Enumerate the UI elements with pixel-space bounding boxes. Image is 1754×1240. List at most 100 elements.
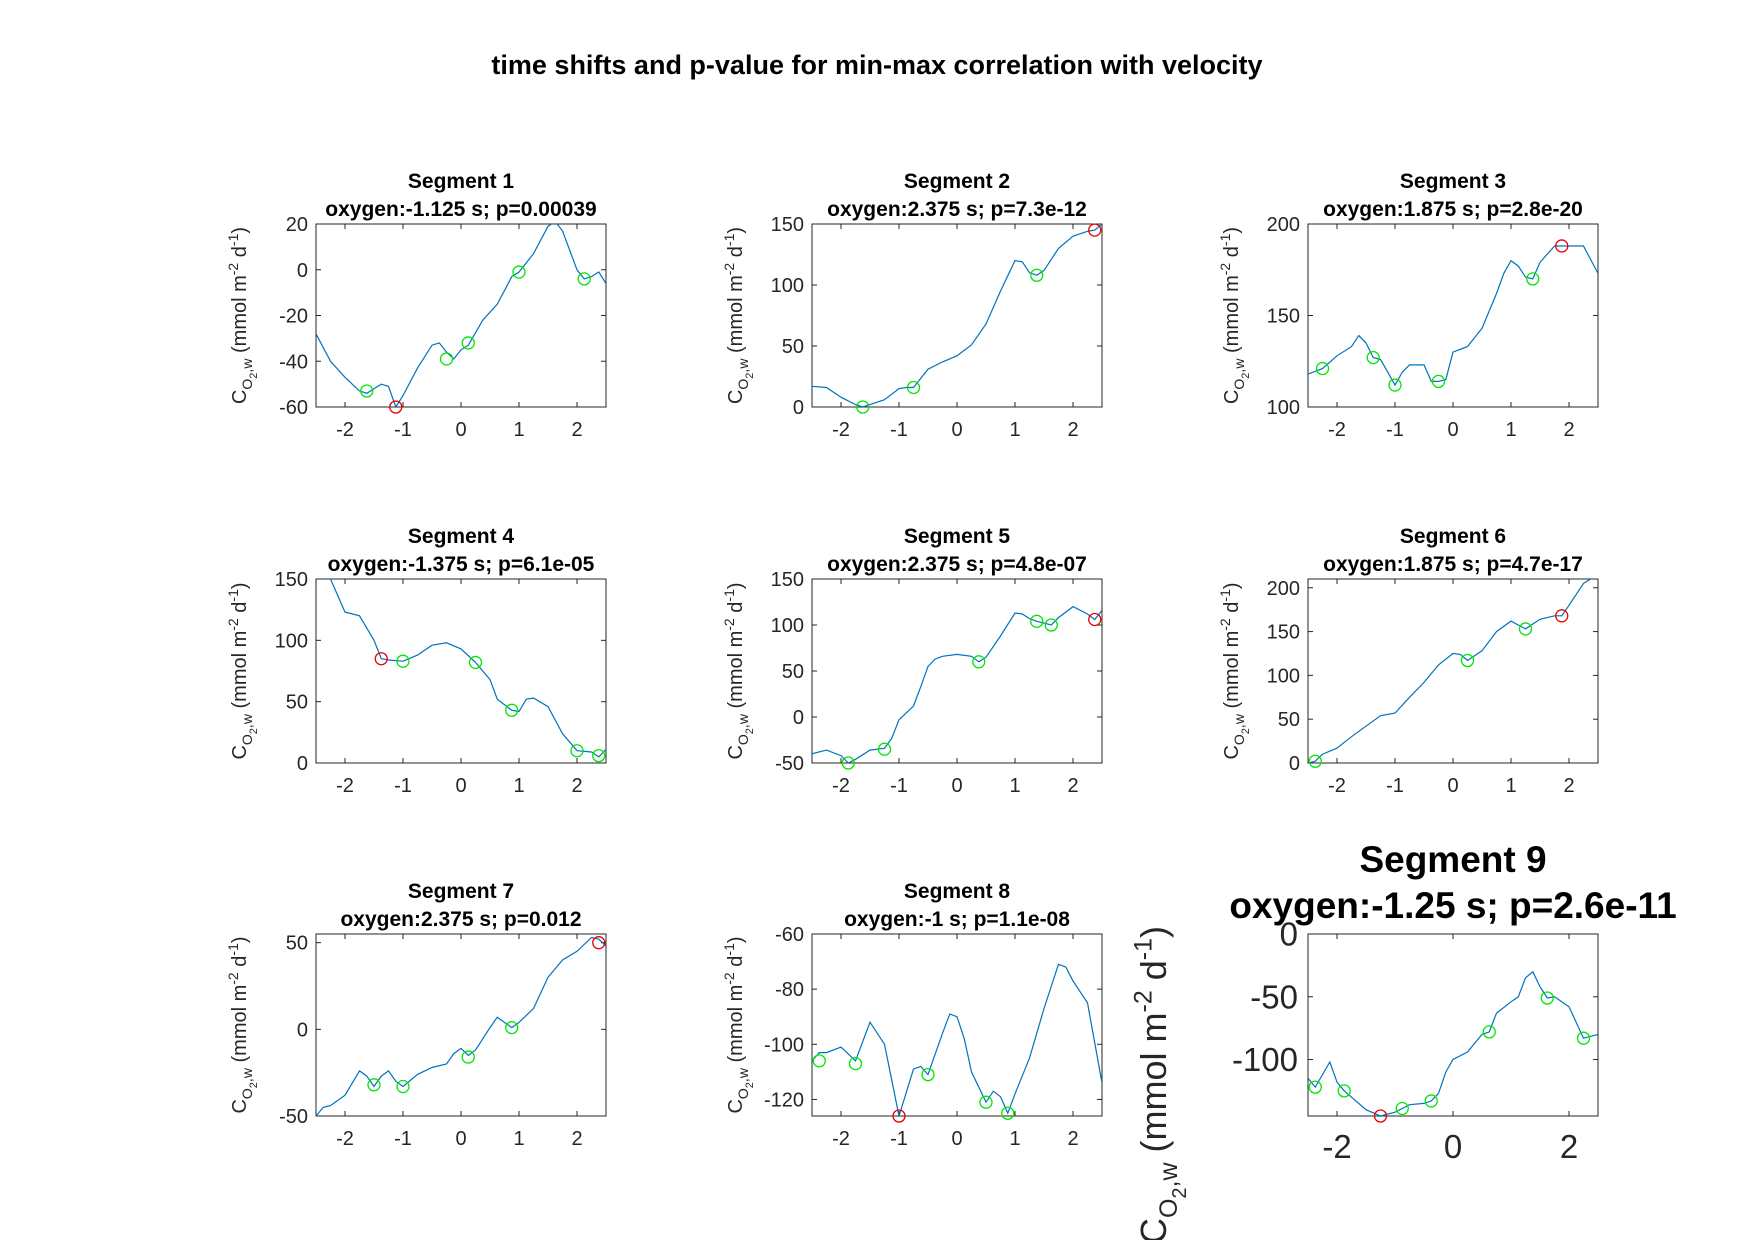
subplot-title: Segment 4 <box>408 525 515 548</box>
y-tick-label: 150 <box>1267 306 1300 328</box>
extremum-marker <box>848 1056 863 1071</box>
extremum-marker <box>1337 1084 1351 1098</box>
x-tick-label: -2 <box>336 775 354 797</box>
series-line <box>812 605 1102 763</box>
y-tick-label: 50 <box>286 933 308 955</box>
extremum-marker <box>592 748 606 763</box>
x-tick-label: 2 <box>1067 1128 1078 1150</box>
extremum-marker <box>906 380 921 395</box>
y-tick-label: 0 <box>297 1019 308 1041</box>
extremum-marker <box>367 1078 381 1092</box>
x-tick-label: 1 <box>1009 419 1020 441</box>
subplot-subtitle: oxygen:1.875 s; p=2.8e-20 <box>1323 198 1583 221</box>
subplot-subtitle: oxygen:-1.25 s; p=2.6e-11 <box>1229 885 1676 926</box>
extremum-marker <box>1431 374 1446 389</box>
subplot-title: Segment 3 <box>1400 170 1506 193</box>
subplot-subtitle: oxygen:-1.375 s; p=6.1e-05 <box>328 553 595 576</box>
x-tick-label: -2 <box>336 419 354 441</box>
y-axis-label: CO2,w (mmol m-2 d-1) <box>225 936 260 1113</box>
x-tick-label: -2 <box>832 775 850 797</box>
x-tick-label: 0 <box>951 1128 962 1150</box>
y-tick-label: 150 <box>771 569 804 591</box>
y-tick-label: 50 <box>782 661 804 683</box>
x-tick-label: -2 <box>1322 1128 1351 1165</box>
series-line <box>812 963 1102 1116</box>
selected-shift-marker <box>389 400 403 414</box>
subplot-subtitle: oxygen:-1 s; p=1.1e-08 <box>844 908 1070 931</box>
subplot-title: Segment 1 <box>408 170 515 193</box>
x-tick-label: 1 <box>513 775 524 797</box>
y-tick-label: 20 <box>286 214 308 236</box>
subplot-subtitle: oxygen:-1.125 s; p=0.00039 <box>325 198 596 221</box>
subplot-4: Segment 4 oxygen:-1.375 s; p=6.1e-05 -2 -1 0… <box>225 525 607 797</box>
x-tick-label: 0 <box>1444 1128 1462 1165</box>
x-tick-label: -2 <box>1328 419 1346 441</box>
x-tick-label: 1 <box>1009 1128 1020 1150</box>
x-tick-label: 2 <box>571 775 582 797</box>
x-tick-label: 2 <box>1067 419 1078 441</box>
x-tick-label: -1 <box>394 419 412 441</box>
y-tick-label: 100 <box>275 630 308 652</box>
extremum-marker <box>1308 1080 1322 1094</box>
y-tick-label: 150 <box>1267 622 1300 644</box>
subplot-title: Segment 8 <box>904 880 1011 903</box>
x-tick-label: 2 <box>571 1128 582 1150</box>
axes-box <box>315 933 607 1117</box>
axes-box <box>315 578 607 764</box>
x-tick-label: 0 <box>951 419 962 441</box>
y-tick-label: 0 <box>793 707 804 729</box>
subplot-title: Segment 6 <box>1400 525 1506 548</box>
extremum-marker <box>1315 361 1330 376</box>
extremum-marker <box>461 336 475 350</box>
x-tick-label: 0 <box>455 775 466 797</box>
selected-shift-marker <box>1088 612 1102 627</box>
series-line <box>1308 970 1598 1116</box>
y-axis-label: CO2,w (mmol m-2 d-1) <box>721 582 756 759</box>
y-tick-label: 150 <box>275 569 308 591</box>
subplot-6: Segment 6 oxygen:1.875 s; p=4.7e-17 -2 -1 0 1… <box>1217 525 1599 797</box>
y-tick-label: -80 <box>775 979 804 1001</box>
x-tick-label: 0 <box>1447 775 1458 797</box>
x-tick-label: 1 <box>513 419 524 441</box>
extremum-marker <box>1001 1106 1015 1120</box>
extremum-marker <box>1526 272 1540 286</box>
extremum-marker <box>1576 1031 1591 1045</box>
extremum-marker <box>1460 653 1475 668</box>
y-tick-label: 50 <box>1278 709 1300 731</box>
axes-box <box>811 223 1103 408</box>
y-tick-label: -60 <box>775 924 804 946</box>
y-tick-label: -50 <box>279 1106 308 1128</box>
x-tick-label: -1 <box>890 1128 908 1150</box>
extremum-marker <box>1482 1025 1496 1039</box>
subplot-title: Segment 7 <box>408 880 514 903</box>
extremum-marker <box>856 400 870 414</box>
subplot-subtitle: oxygen:2.375 s; p=4.8e-07 <box>827 553 1087 576</box>
y-tick-label: -40 <box>279 351 308 373</box>
y-axis-label: CO2,w (mmol m-2 d-1) <box>1130 926 1191 1240</box>
series-line <box>1308 245 1598 387</box>
series-line <box>316 936 606 1116</box>
subplot-subtitle: oxygen:2.375 s; p=0.012 <box>340 908 581 931</box>
x-tick-label: 1 <box>1505 419 1516 441</box>
x-tick-label: 1 <box>1009 775 1020 797</box>
selected-shift-marker <box>374 652 388 666</box>
y-tick-label: 0 <box>1280 916 1298 953</box>
extremum-marker <box>396 654 410 668</box>
subplot-7: Segment 7 oxygen:2.375 s; p=0.012 -2 -1 0 1 2 -… <box>225 880 607 1150</box>
extremum-marker <box>505 1020 519 1035</box>
y-tick-label: -60 <box>279 397 308 419</box>
x-tick-label: 2 <box>1563 775 1574 797</box>
x-tick-label: -1 <box>394 1128 412 1150</box>
extremum-marker <box>921 1067 935 1082</box>
series-line <box>812 224 1102 407</box>
axes-box <box>1307 578 1599 764</box>
y-tick-label: 100 <box>771 615 804 637</box>
y-tick-label: -100 <box>1232 1041 1298 1078</box>
selected-shift-marker <box>1088 223 1102 237</box>
axes-box <box>1307 223 1599 408</box>
x-tick-label: -2 <box>336 1128 354 1150</box>
extremum-marker <box>1388 378 1402 392</box>
x-tick-label: -1 <box>394 775 412 797</box>
y-tick-label: 100 <box>1267 665 1300 687</box>
